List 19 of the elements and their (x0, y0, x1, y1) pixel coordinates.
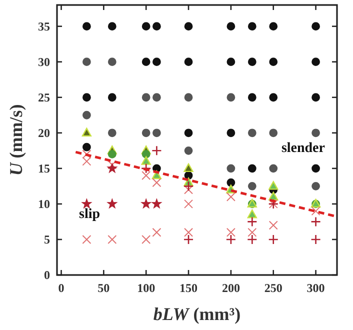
y-axis-title: U (mm/s) (6, 104, 26, 176)
x-tick-label: 50 (98, 281, 110, 295)
annotation: slip (79, 207, 100, 222)
x-tick-label: 0 (58, 281, 64, 295)
x-tick-label: 100 (137, 281, 156, 295)
y-tick-label: 5 (44, 232, 50, 246)
x-tick-label: 150 (180, 281, 198, 295)
y-tick-label: 20 (38, 126, 50, 140)
x-tick-label: 200 (222, 281, 240, 295)
x-tick-label: 300 (306, 281, 325, 295)
x-axis-title: bLW (mm³) (153, 304, 241, 324)
x-tick-label: 250 (264, 281, 282, 295)
y-tick-label: 10 (38, 196, 50, 211)
y-tick-label: 35 (38, 19, 50, 34)
annotation: slender (281, 141, 325, 156)
y-tick-label: 25 (38, 90, 50, 104)
y-tick-label: 0 (44, 268, 50, 282)
y-tick-label: 15 (38, 161, 50, 176)
y-tick-label: 30 (38, 54, 50, 69)
